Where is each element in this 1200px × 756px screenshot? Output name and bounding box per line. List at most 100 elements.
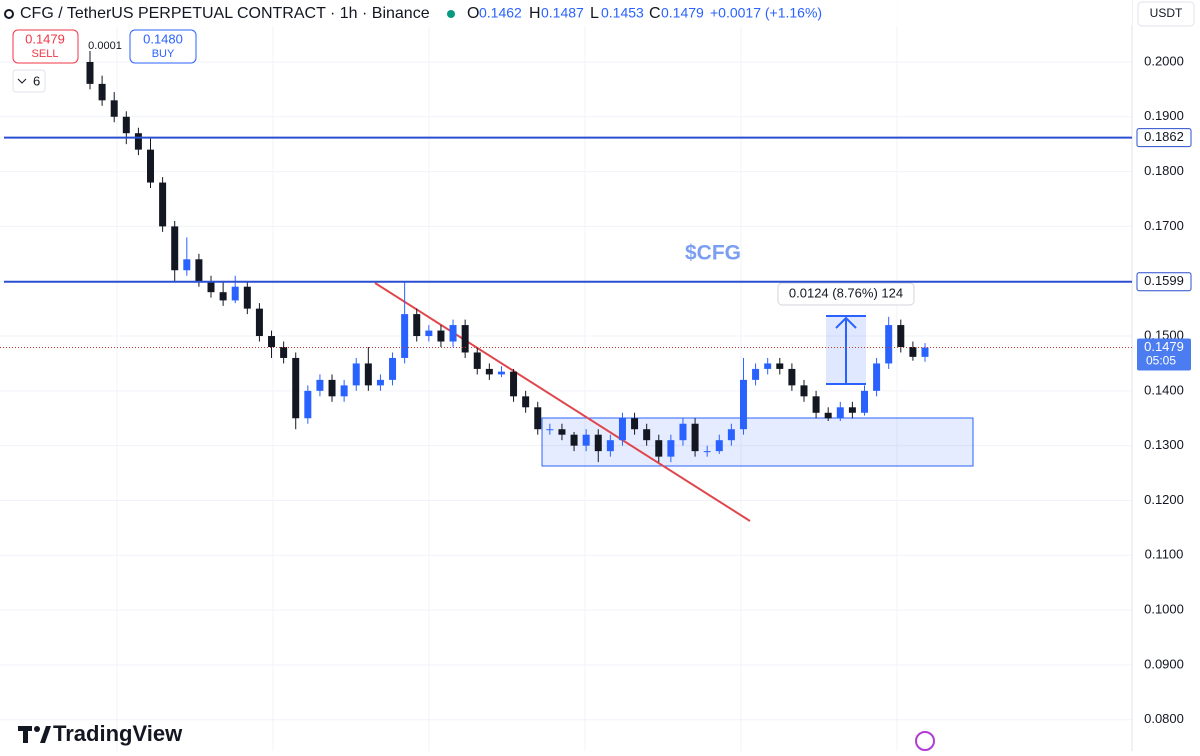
candle-body (437, 330, 445, 342)
candle-body (643, 429, 651, 441)
candle-body (582, 434, 590, 446)
candle-body (280, 346, 288, 358)
ohlc-c-val: 0.1479 (661, 5, 704, 21)
sell-button[interactable] (12, 29, 79, 64)
candle-body (389, 357, 397, 380)
candle-body (207, 281, 215, 293)
candle-body (255, 308, 263, 337)
candle-body (364, 363, 372, 386)
candle-body (510, 371, 518, 397)
countdown: 05:05 (1146, 354, 1176, 368)
indicators-toggle[interactable] (12, 69, 46, 93)
ohlc-o-val: 0.1462 (479, 5, 522, 21)
candle-body (848, 407, 856, 413)
candle-body (159, 182, 167, 227)
candle-body (885, 325, 893, 364)
candle-body (715, 440, 723, 452)
candle-body (122, 116, 130, 134)
candle-body (340, 385, 348, 397)
candle-body (231, 286, 239, 301)
ohlc-change: +0.0017 (+1.16%) (710, 5, 822, 21)
brand-logo (18, 726, 51, 743)
brand: TradingView (53, 721, 183, 746)
ohlc-c: C (649, 5, 661, 22)
measure-tooltip (777, 282, 915, 306)
sell-price: 0.1479 (25, 31, 65, 46)
alert-icon[interactable] (915, 731, 935, 751)
y-tick-label: 0.1700 (1144, 218, 1184, 233)
candle-body (909, 346, 917, 357)
y-tick-label: 0.1900 (1144, 108, 1184, 123)
buy-price: 0.1480 (143, 31, 183, 46)
candle-body (727, 429, 735, 441)
candle-body (316, 379, 324, 391)
buy-label: BUY (152, 48, 175, 60)
candle-body (401, 314, 409, 358)
candle-body (752, 368, 760, 380)
ohlc-h-val: 0.1487 (541, 5, 584, 21)
candle-body (606, 440, 614, 452)
candle-body (534, 407, 542, 430)
candle-body (860, 390, 868, 413)
trend-line (374, 282, 751, 522)
candle-body (522, 396, 530, 408)
buy-button[interactable] (129, 29, 197, 64)
price-line-label-bg (1136, 272, 1192, 292)
candle-body (473, 352, 481, 369)
candle-body (110, 100, 118, 117)
currency: USDT (1150, 6, 1183, 20)
logo-icon (4, 9, 14, 19)
candle-body (631, 418, 639, 430)
last-price-label: 0.1479 (1144, 339, 1184, 354)
candle-body (304, 390, 312, 419)
candle-body (376, 379, 384, 386)
y-tick-label: 0.0800 (1144, 711, 1184, 726)
candle-body (497, 371, 505, 375)
candle-body (897, 325, 905, 347)
candle-body (679, 423, 687, 441)
candle-body (485, 368, 493, 375)
indicators-count: 6 (33, 73, 40, 88)
candle-body (268, 336, 276, 347)
ohlc-l-val: 0.1453 (601, 5, 644, 21)
candle-body (292, 357, 300, 419)
candle-body (812, 396, 820, 413)
candle-body (703, 451, 711, 453)
candle-body (134, 133, 142, 150)
y-tick-label: 0.2000 (1144, 53, 1184, 68)
y-tick-label: 0.1400 (1144, 382, 1184, 397)
chart-title: CFG / TetherUS PERPETUAL CONTRACT · 1h ·… (20, 5, 430, 22)
price-line-label-bg (1136, 128, 1192, 148)
candle-body (98, 83, 106, 101)
annotation: $CFG (685, 242, 741, 265)
candle-body (594, 434, 602, 452)
candle-body (788, 368, 796, 386)
candle-body (691, 423, 699, 452)
status-dot (447, 10, 455, 18)
chevron (17, 78, 27, 84)
spread: 0.0001 (88, 40, 122, 52)
currency-button[interactable] (1137, 1, 1195, 27)
candle-body (328, 379, 336, 397)
ohlc-l: L (590, 5, 599, 22)
measure-arrowhead (835, 316, 857, 329)
candle-body (425, 330, 433, 337)
candle-body (219, 292, 227, 301)
candle-body (171, 226, 179, 271)
y-tick-label: 0.1200 (1144, 492, 1184, 507)
candle-body (776, 363, 784, 369)
price-line-label: 0.1862 (1144, 129, 1184, 144)
candle-body (195, 259, 203, 282)
candle-body (921, 347, 929, 357)
candle-body (824, 412, 832, 419)
candle-body (243, 286, 251, 309)
candle-body (667, 440, 675, 457)
candle-body (413, 314, 421, 337)
candle-body (800, 385, 808, 397)
candle-body (86, 61, 94, 84)
candle-body (352, 363, 360, 386)
candle-body (836, 407, 844, 419)
vertical-grid (0, 0, 1132, 751)
candle-body (183, 259, 191, 271)
candle-body (764, 363, 772, 369)
